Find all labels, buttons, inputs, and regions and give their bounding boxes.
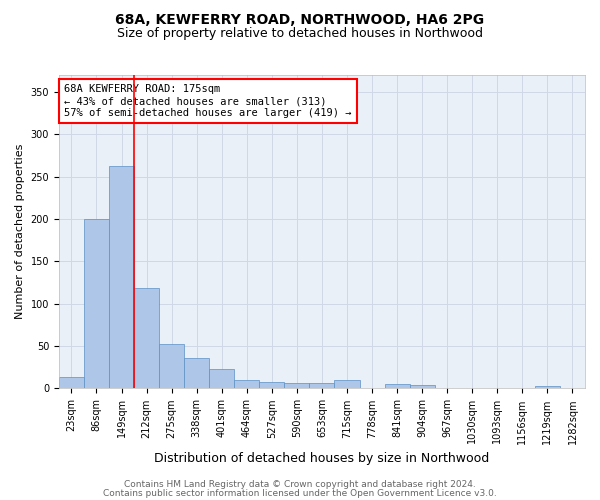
Bar xyxy=(310,382,334,388)
Bar xyxy=(259,382,284,388)
X-axis label: Distribution of detached houses by size in Northwood: Distribution of detached houses by size … xyxy=(154,452,490,465)
Bar xyxy=(84,219,109,388)
Bar xyxy=(159,344,184,388)
Bar xyxy=(59,378,84,388)
Bar xyxy=(284,382,310,388)
Bar xyxy=(410,385,434,388)
Bar xyxy=(334,380,359,388)
Text: 68A, KEWFERRY ROAD, NORTHWOOD, HA6 2PG: 68A, KEWFERRY ROAD, NORTHWOOD, HA6 2PG xyxy=(115,12,485,26)
Y-axis label: Number of detached properties: Number of detached properties xyxy=(15,144,25,320)
Text: Contains HM Land Registry data © Crown copyright and database right 2024.: Contains HM Land Registry data © Crown c… xyxy=(124,480,476,489)
Bar xyxy=(184,358,209,388)
Bar xyxy=(109,166,134,388)
Text: Size of property relative to detached houses in Northwood: Size of property relative to detached ho… xyxy=(117,28,483,40)
Text: 68A KEWFERRY ROAD: 175sqm
← 43% of detached houses are smaller (313)
57% of semi: 68A KEWFERRY ROAD: 175sqm ← 43% of detac… xyxy=(64,84,352,117)
Bar xyxy=(209,369,234,388)
Bar xyxy=(134,288,159,388)
Bar xyxy=(385,384,410,388)
Bar xyxy=(234,380,259,388)
Bar xyxy=(535,386,560,388)
Text: Contains public sector information licensed under the Open Government Licence v3: Contains public sector information licen… xyxy=(103,489,497,498)
